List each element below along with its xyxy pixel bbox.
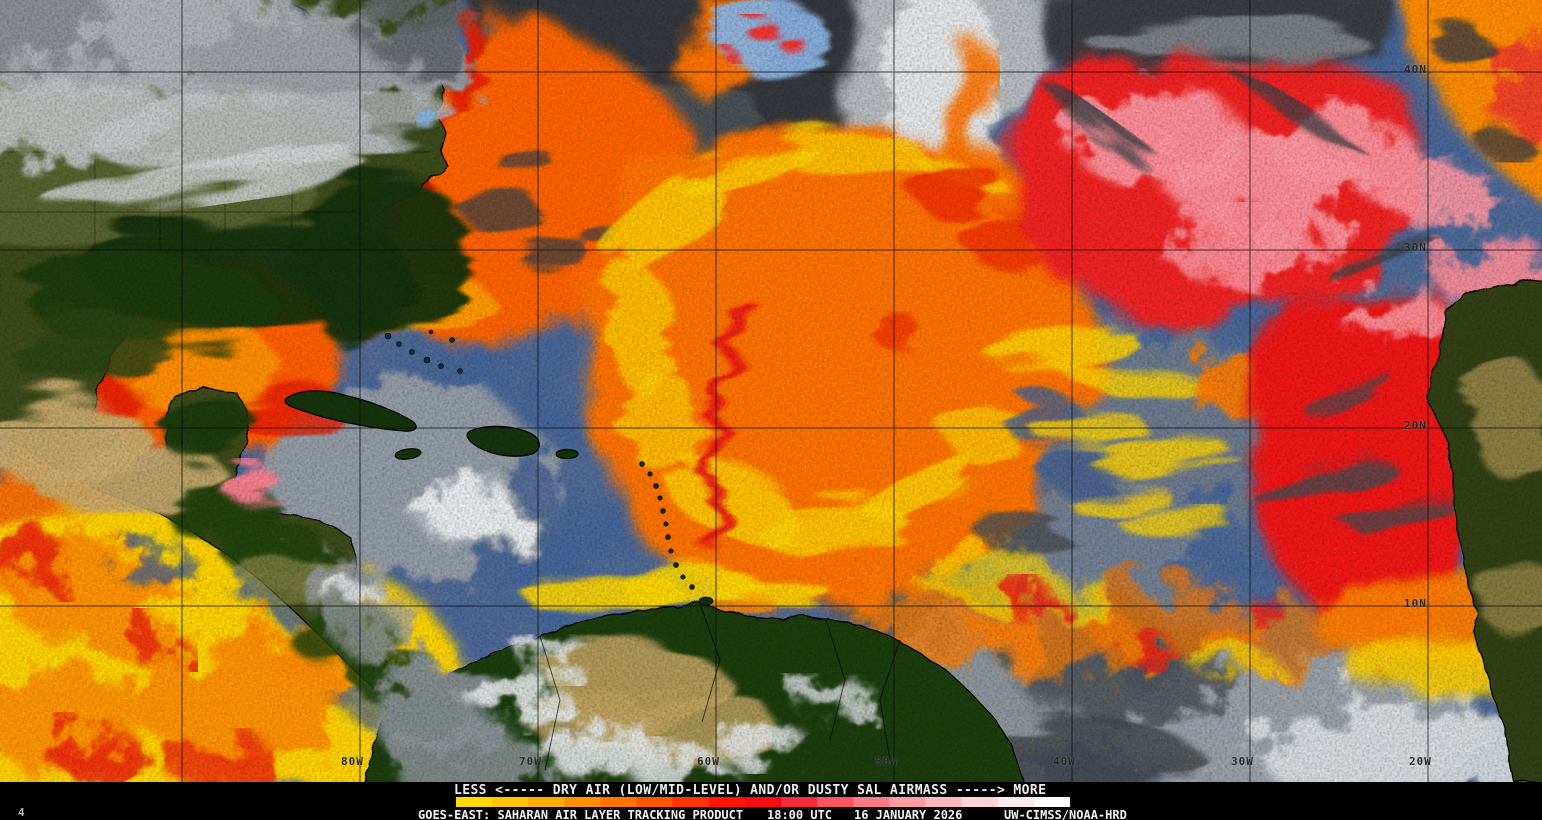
corner-mark: 4 <box>18 806 25 819</box>
product-date: 16 JANUARY 2026 <box>854 808 963 820</box>
satellite-imagery <box>0 0 1542 782</box>
latlon-grid <box>0 0 1542 782</box>
satellite-map: 40N 30N 20N 10N 80W 70W 60W 50W 40W 30W 20W <box>0 0 1542 782</box>
colorbar-legend-text: LESS <----- DRY AIR (LOW/MID-LEVEL) AND/… <box>454 783 1047 798</box>
product-title: GOES-EAST: SAHARAN AIR LAYER TRACKING PR… <box>418 808 744 820</box>
product-footer: LESS <----- DRY AIR (LOW/MID-LEVEL) AND/… <box>0 782 1542 820</box>
dry-air-colorbar <box>456 797 1070 807</box>
product-credit: UW-CIMSS/NOAA-HRD <box>1004 808 1127 820</box>
image-grain <box>0 0 1542 782</box>
product-time: 18:00 UTC <box>767 808 833 820</box>
